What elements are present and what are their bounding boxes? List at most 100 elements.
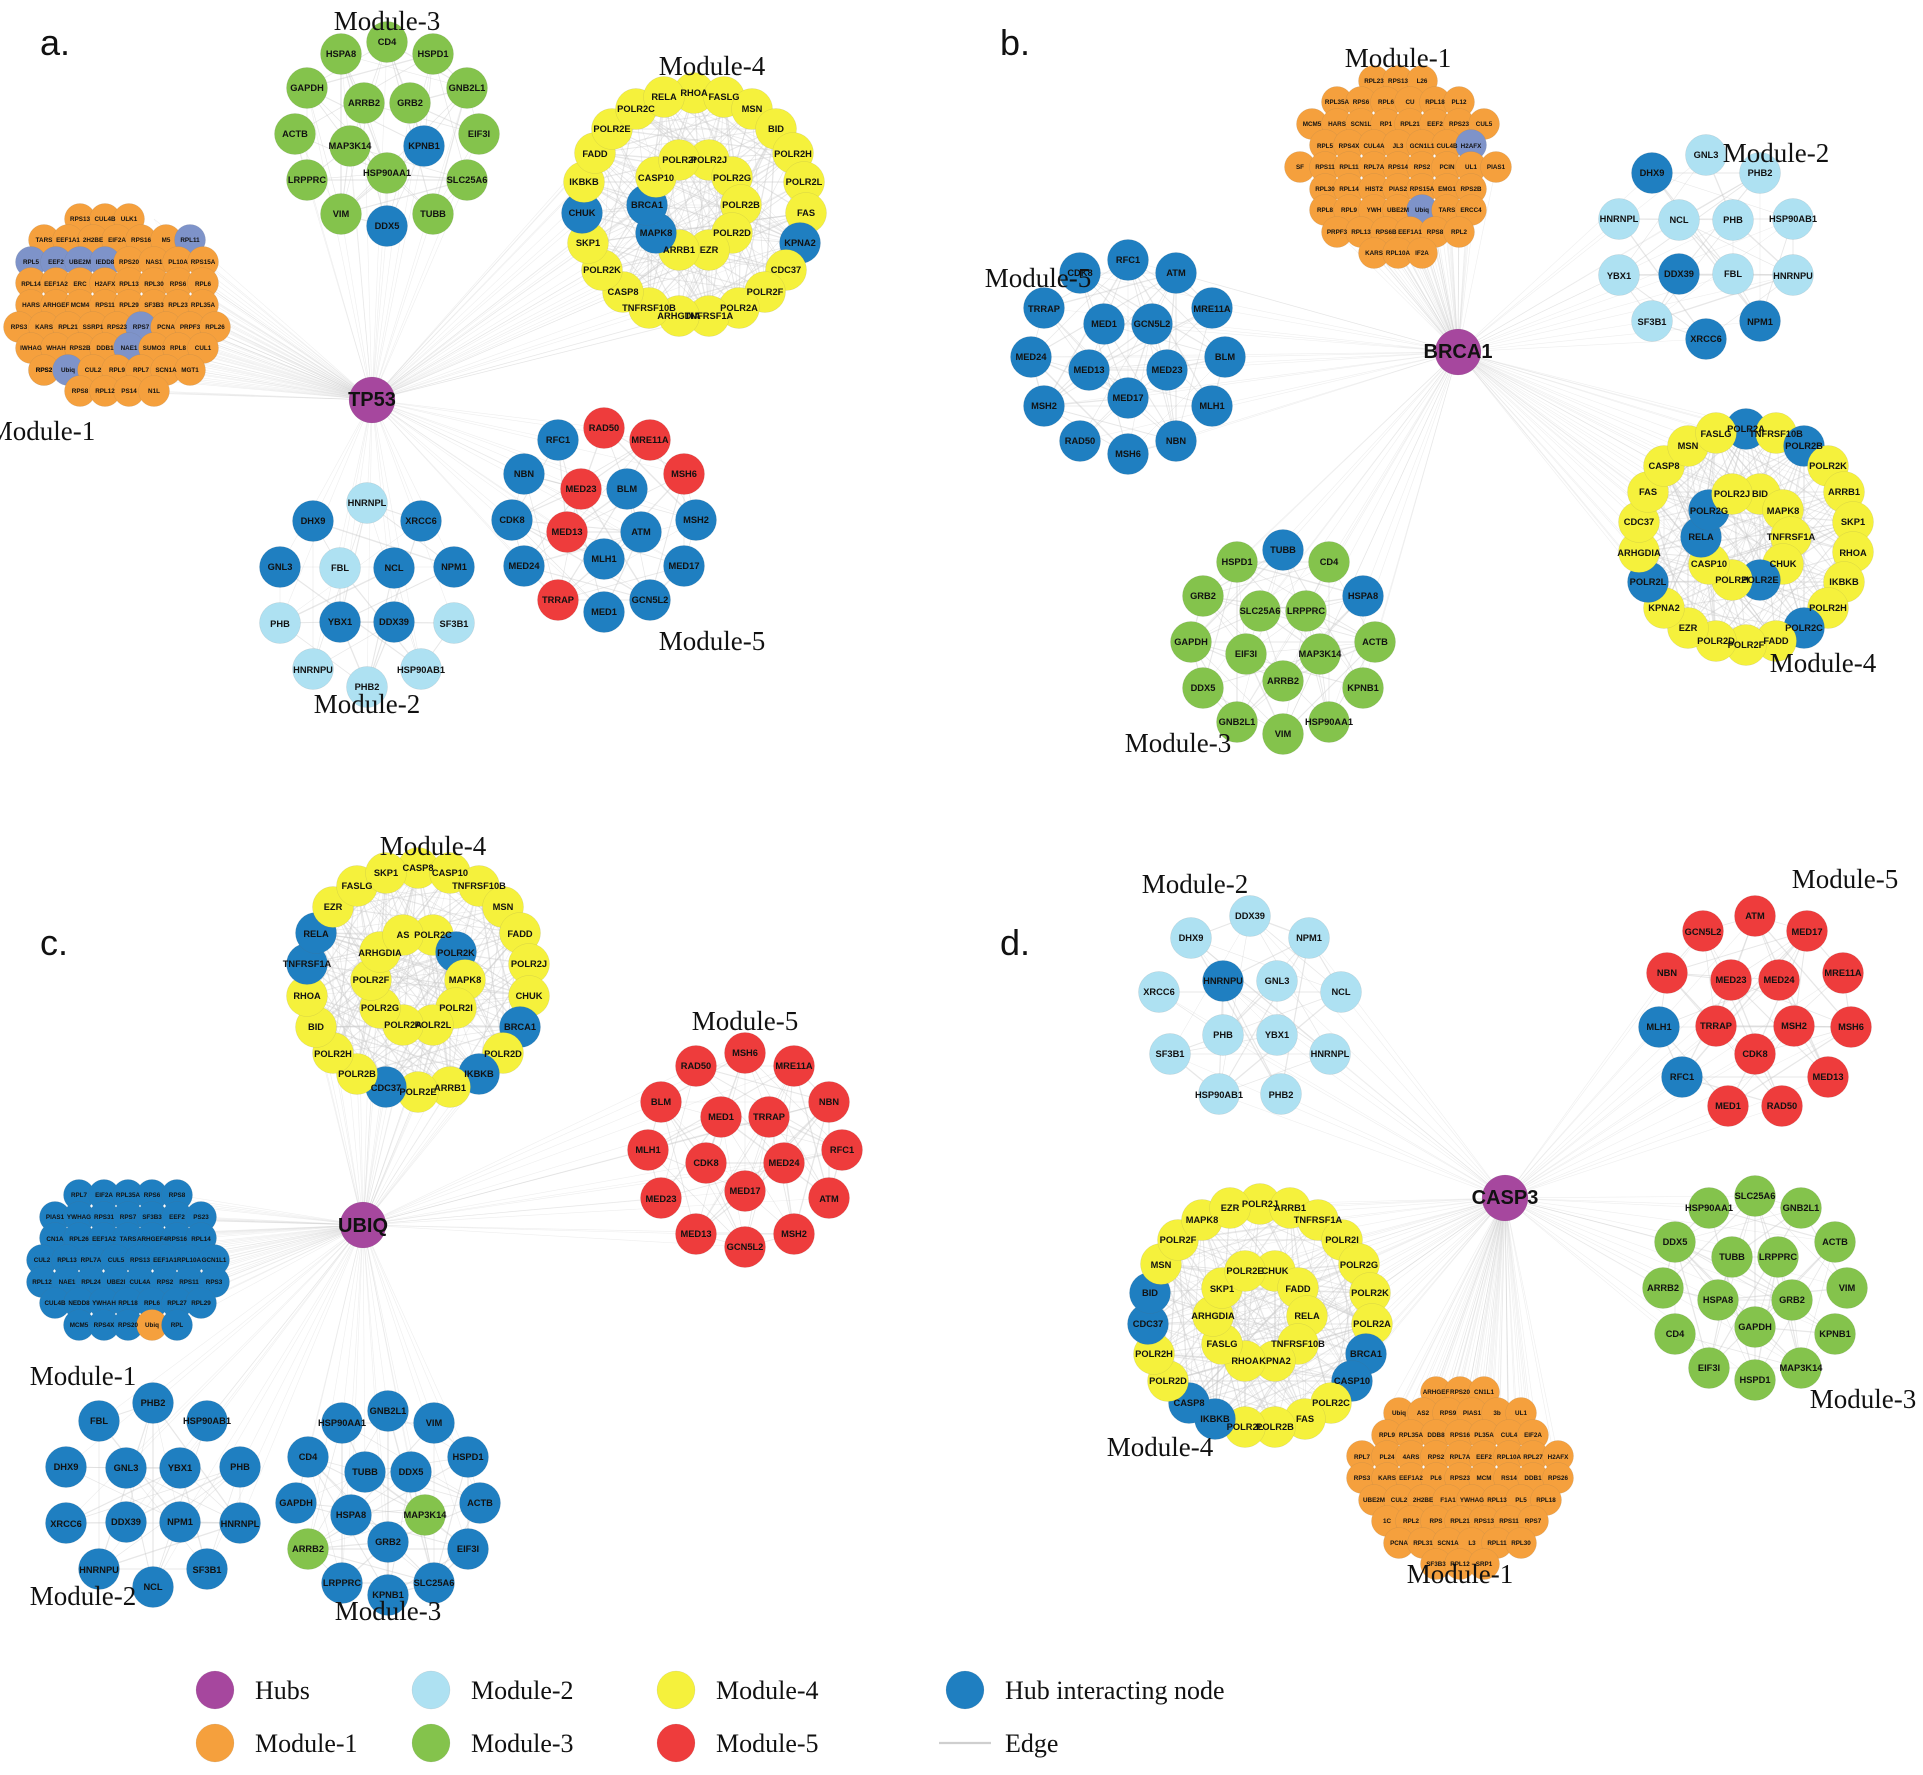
svg-text:POLR2C: POLR2C xyxy=(414,930,452,940)
svg-text:TNFRSF1A: TNFRSF1A xyxy=(1767,532,1816,542)
svg-text:MSH2: MSH2 xyxy=(1031,401,1057,411)
svg-text:HSPD1: HSPD1 xyxy=(1739,1375,1770,1385)
svg-text:PCIN: PCIN xyxy=(1439,164,1454,171)
svg-text:RPS13: RPS13 xyxy=(130,1257,150,1264)
svg-text:RPS13: RPS13 xyxy=(1388,78,1408,85)
svg-text:RHOA: RHOA xyxy=(1839,548,1867,558)
svg-text:d.: d. xyxy=(1000,922,1030,963)
svg-text:DDX5: DDX5 xyxy=(1191,683,1216,693)
svg-text:MAPK8: MAPK8 xyxy=(640,228,673,238)
svg-text:RP1: RP1 xyxy=(1380,121,1393,128)
svg-text:Module-3: Module-3 xyxy=(1125,728,1231,758)
svg-text:MED1: MED1 xyxy=(1715,1101,1741,1111)
svg-text:FASLG: FASLG xyxy=(342,881,373,891)
svg-text:Module-4: Module-4 xyxy=(1770,648,1877,678)
svg-text:POLR2E: POLR2E xyxy=(1226,1266,1263,1276)
svg-text:MLH1: MLH1 xyxy=(1646,1022,1671,1032)
svg-text:MCM: MCM xyxy=(1476,1475,1491,1482)
svg-text:MCM5: MCM5 xyxy=(1303,121,1322,128)
svg-text:EEF1A2: EEF1A2 xyxy=(92,1236,116,1243)
svg-text:EZR: EZR xyxy=(1221,1203,1240,1213)
svg-text:POLR2K: POLR2K xyxy=(583,265,621,275)
svg-text:POLR2H: POLR2H xyxy=(1135,1349,1173,1359)
svg-text:MED1: MED1 xyxy=(591,607,617,617)
svg-text:EIF2A: EIF2A xyxy=(108,237,126,244)
svg-text:PHB: PHB xyxy=(1213,1030,1233,1040)
svg-text:PIAS1: PIAS1 xyxy=(46,1214,65,1221)
svg-text:POLR2H: POLR2H xyxy=(1809,603,1847,613)
svg-text:PHB: PHB xyxy=(270,619,290,629)
svg-text:RPL21: RPL21 xyxy=(1400,121,1420,128)
svg-text:NPM1: NPM1 xyxy=(167,1517,193,1527)
svg-text:KPNA2: KPNA2 xyxy=(1259,1356,1291,1366)
svg-text:ARRB2: ARRB2 xyxy=(348,98,380,108)
svg-text:NBN: NBN xyxy=(1166,436,1186,446)
svg-text:MED1: MED1 xyxy=(1091,319,1117,329)
svg-text:YWH: YWH xyxy=(1367,207,1382,214)
svg-text:RPS2B: RPS2B xyxy=(1461,186,1482,193)
svg-text:RPL30: RPL30 xyxy=(144,281,164,288)
svg-text:FADD: FADD xyxy=(1285,1284,1311,1294)
svg-text:PL35A: PL35A xyxy=(1474,1432,1494,1439)
svg-text:PL24: PL24 xyxy=(1379,1454,1395,1461)
svg-text:SCN1A: SCN1A xyxy=(1437,1540,1459,1547)
svg-text:JL3: JL3 xyxy=(1393,143,1404,150)
svg-text:RPS11: RPS11 xyxy=(1499,1518,1519,1525)
svg-text:NCL: NCL xyxy=(384,563,403,573)
svg-text:EEF1A2: EEF1A2 xyxy=(44,281,68,288)
svg-text:CU: CU xyxy=(1405,99,1415,106)
svg-text:CN1L1: CN1L1 xyxy=(1474,1389,1494,1396)
svg-text:RPL2: RPL2 xyxy=(1451,229,1468,236)
svg-text:POLR2I: POLR2I xyxy=(1325,1235,1359,1245)
svg-text:Module-3: Module-3 xyxy=(335,1596,441,1626)
svg-text:RPL24: RPL24 xyxy=(81,1279,101,1286)
svg-text:MED24: MED24 xyxy=(768,1158,800,1168)
svg-text:UBE2M: UBE2M xyxy=(69,259,91,266)
svg-text:ARRB2: ARRB2 xyxy=(1267,676,1299,686)
svg-text:TNFRSF10B: TNFRSF10B xyxy=(622,303,676,313)
svg-text:EMG1: EMG1 xyxy=(1438,186,1456,193)
svg-text:POLR2L: POLR2L xyxy=(1227,1422,1264,1432)
svg-text:HSP90AA1: HSP90AA1 xyxy=(1685,1203,1733,1213)
svg-text:Module-2: Module-2 xyxy=(471,1676,574,1705)
svg-text:YWHAG: YWHAG xyxy=(67,1214,91,1221)
svg-text:UL1: UL1 xyxy=(1465,164,1477,171)
svg-text:SF3B3: SF3B3 xyxy=(144,302,164,309)
svg-text:POLR2A: POLR2A xyxy=(1353,1319,1391,1329)
svg-text:RFC1: RFC1 xyxy=(1670,1072,1694,1082)
svg-text:VIM: VIM xyxy=(1275,729,1292,739)
svg-text:MSH6: MSH6 xyxy=(1838,1022,1864,1032)
svg-text:FBL: FBL xyxy=(331,563,349,573)
svg-text:NPM1: NPM1 xyxy=(441,562,467,572)
svg-text:CHUK: CHUK xyxy=(516,991,543,1001)
svg-text:RPL13: RPL13 xyxy=(1351,229,1371,236)
svg-text:CD4: CD4 xyxy=(1666,1329,1685,1339)
svg-text:EIF3I: EIF3I xyxy=(468,129,490,139)
svg-text:SF3B1: SF3B1 xyxy=(193,1565,222,1575)
svg-text:POLR2G: POLR2G xyxy=(1690,506,1728,516)
svg-text:VIM: VIM xyxy=(426,1418,443,1428)
svg-text:CHUK: CHUK xyxy=(1770,559,1797,569)
svg-text:SKP1: SKP1 xyxy=(1841,517,1865,527)
svg-text:PL6: PL6 xyxy=(1430,1475,1442,1482)
svg-text:SF3B1: SF3B1 xyxy=(440,619,469,629)
svg-text:MED1: MED1 xyxy=(708,1112,734,1122)
svg-text:CUL2: CUL2 xyxy=(34,1257,51,1264)
svg-text:FAS: FAS xyxy=(797,208,815,218)
svg-text:POLR2I: POLR2I xyxy=(1715,575,1749,585)
svg-text:NPM1: NPM1 xyxy=(1296,933,1322,943)
svg-text:RPL13: RPL13 xyxy=(57,1257,77,1264)
svg-text:RELA: RELA xyxy=(651,92,677,102)
svg-text:HSP90AB1: HSP90AB1 xyxy=(1195,1090,1243,1100)
svg-text:MED13: MED13 xyxy=(1812,1072,1843,1082)
svg-text:XRCC6: XRCC6 xyxy=(405,516,437,526)
svg-text:RPL31: RPL31 xyxy=(1413,1540,1433,1547)
svg-text:IKBKB: IKBKB xyxy=(569,177,599,187)
svg-text:MSN: MSN xyxy=(742,104,763,114)
svg-text:SLC25A6: SLC25A6 xyxy=(1240,606,1281,616)
svg-text:CUL4B: CUL4B xyxy=(45,1300,66,1307)
svg-text:RPS3: RPS3 xyxy=(11,324,28,331)
svg-text:CASP8: CASP8 xyxy=(607,287,638,297)
svg-text:GNB2L1: GNB2L1 xyxy=(370,1406,407,1416)
svg-text:HNRNPU: HNRNPU xyxy=(293,665,333,675)
